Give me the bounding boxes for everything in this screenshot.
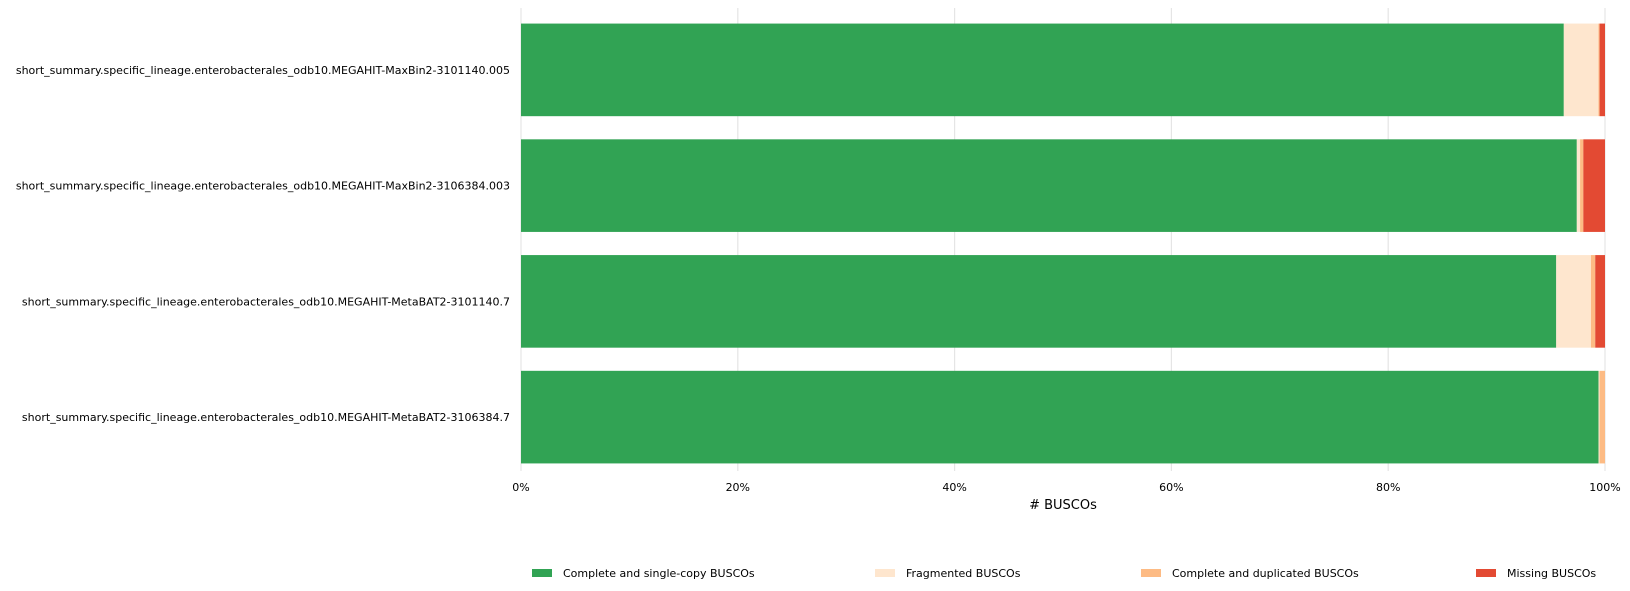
bar-segment: [1599, 23, 1605, 117]
x-tick-label: 60%: [1159, 481, 1183, 494]
x-tick-label: 40%: [942, 481, 966, 494]
bar-segment: [1590, 255, 1596, 348]
x-tick-label: 0%: [512, 481, 529, 494]
bar-segment: [521, 139, 1577, 232]
bar-segment: [521, 370, 1599, 464]
bar-segment: [1556, 255, 1591, 348]
legend-swatch: [532, 569, 552, 577]
legend: Complete and single-copy BUSCOs Fragmente…: [532, 567, 1596, 580]
legend-label: Complete and duplicated BUSCOs: [1172, 567, 1359, 580]
bar-segment: [1583, 139, 1605, 232]
bar-segment: [1598, 23, 1600, 117]
x-axis-ticks: 0% 20% 40% 60% 80% 100%: [512, 481, 1620, 494]
x-tick-label: 20%: [726, 481, 750, 494]
bar-segment: [1576, 139, 1581, 232]
legend-label: Missing BUSCOs: [1507, 567, 1596, 580]
bars: [521, 23, 1605, 464]
x-axis-title: # BUSCOs: [1029, 498, 1097, 513]
bar-segment: [1599, 370, 1605, 464]
legend-swatch: [1476, 569, 1496, 577]
bar-segment: [521, 255, 1557, 348]
category-label: short_summary.specific_lineage.enterobac…: [22, 295, 510, 308]
legend-swatch: [1141, 569, 1161, 577]
x-tick-label: 100%: [1589, 481, 1620, 494]
legend-label: Fragmented BUSCOs: [906, 567, 1021, 580]
legend-label: Complete and single-copy BUSCOs: [563, 567, 755, 580]
bar-segment: [521, 23, 1564, 117]
category-label: short_summary.specific_lineage.enterobac…: [16, 180, 510, 193]
x-tick-label: 80%: [1376, 481, 1400, 494]
bar-segment: [1563, 23, 1599, 117]
category-label: short_summary.specific_lineage.enterobac…: [22, 411, 510, 424]
category-label: short_summary.specific_lineage.enterobac…: [16, 64, 510, 77]
legend-swatch: [875, 569, 895, 577]
bar-segment: [1598, 370, 1600, 464]
bar-segment: [1580, 139, 1584, 232]
category-labels: short_summary.specific_lineage.enterobac…: [16, 64, 510, 424]
bar-segment: [1595, 255, 1605, 348]
